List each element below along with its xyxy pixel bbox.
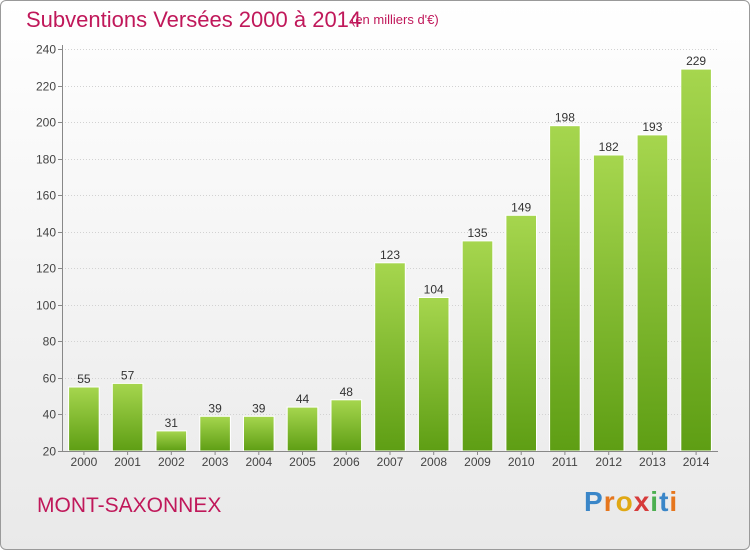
logo-letter: r (603, 486, 616, 517)
bar (592, 154, 625, 452)
bar (199, 415, 231, 452)
data-label: 39 (252, 401, 266, 415)
bar (155, 430, 188, 452)
logo-letter: P (584, 486, 604, 517)
x-tick-label: 2000 (71, 455, 98, 469)
commune-name: MONT-SAXONNEX (37, 494, 222, 517)
x-tick-label: 2001 (114, 455, 141, 469)
bar (243, 415, 275, 452)
data-label: 39 (208, 401, 222, 415)
x-tick-label: 2006 (333, 455, 360, 469)
x-tick-label: 2013 (639, 455, 666, 469)
y-tick-label: 40 (43, 408, 57, 422)
x-tick-label: 2005 (289, 455, 316, 469)
data-label: 149 (511, 200, 531, 214)
bar (286, 406, 319, 452)
data-label: 198 (555, 111, 575, 125)
x-tick-label: 2008 (420, 455, 447, 469)
y-tick-label: 140 (36, 226, 56, 240)
data-label: 48 (340, 385, 354, 399)
x-tick-label: 2007 (377, 455, 404, 469)
data-label: 31 (165, 416, 179, 430)
bar (330, 399, 363, 452)
data-label: 123 (380, 248, 400, 262)
bar (636, 134, 669, 452)
bar (111, 382, 144, 452)
chart-subtitle: (en milliers d'€) (351, 12, 439, 27)
logo-letter: i (650, 486, 660, 517)
data-label: 55 (77, 372, 91, 386)
y-tick-label: 200 (36, 116, 56, 130)
y-tick-label: 80 (43, 335, 57, 349)
data-label: 182 (599, 140, 619, 154)
bar (374, 262, 406, 452)
data-label: 193 (642, 120, 662, 134)
proxiti-logo: Proxiti (584, 486, 678, 518)
logo-letter: o (615, 486, 634, 517)
x-tick-label: 2002 (158, 455, 185, 469)
y-tick-label: 120 (36, 262, 56, 276)
x-tick-label: 2010 (508, 455, 535, 469)
data-label: 229 (686, 54, 706, 68)
data-label: 44 (296, 392, 310, 406)
y-tick-label: 160 (36, 189, 56, 203)
y-tick-label: 220 (36, 80, 56, 94)
x-tick-label: 2012 (595, 455, 622, 469)
x-tick-label: 2009 (464, 455, 491, 469)
bar (68, 386, 100, 452)
logo-letter: i (669, 486, 679, 517)
bar (549, 125, 581, 452)
y-tick-label: 100 (36, 299, 56, 313)
y-tick-label: 180 (36, 153, 56, 167)
x-tick-label: 2011 (552, 455, 578, 469)
bar (680, 68, 712, 452)
y-tick-label: 240 (36, 43, 56, 57)
data-label: 104 (424, 283, 444, 297)
x-tick-label: 2004 (245, 455, 272, 469)
x-tick-label: 2003 (202, 455, 229, 469)
logo-letter: x (633, 486, 651, 517)
logo-letter: t (659, 486, 670, 517)
y-tick-label: 60 (43, 372, 57, 386)
data-label: 135 (467, 226, 487, 240)
bar (417, 297, 450, 452)
data-label: 57 (121, 368, 135, 382)
bar (461, 240, 494, 452)
y-tick-label: 20 (43, 445, 57, 459)
x-tick-label: 2014 (683, 455, 710, 469)
bar (505, 214, 537, 452)
chart-title: Subventions Versées 2000 à 2014 (26, 7, 362, 32)
